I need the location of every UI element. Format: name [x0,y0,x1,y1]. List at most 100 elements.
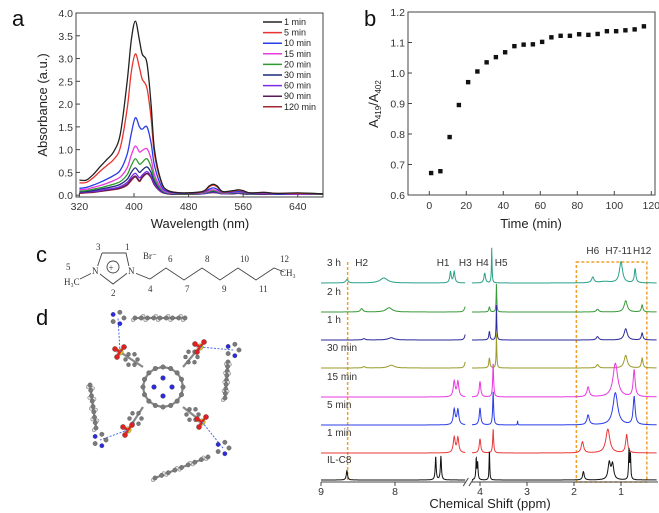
il-c8-structure: + N N Br⁻ H₃C CH₃ 1 2 3 4 5 6 7 8 9 10 1… [64,242,296,298]
atom [198,457,204,463]
atom [159,472,165,478]
atom [99,431,105,437]
nmr-trace [321,362,657,398]
x-tick-label: 560 [234,201,252,213]
atom [184,412,189,417]
atom [89,398,95,404]
atom [126,362,131,367]
y-title-sub2: 402 [374,80,383,94]
n-bg [127,266,136,276]
trace-label: 15 min [327,372,357,383]
atom [88,387,94,393]
legend-label: 90 min [284,91,311,101]
atom [187,417,192,422]
bromide-label: Br⁻ [143,251,157,261]
atom [226,445,232,451]
x-tick-label: 400 [125,201,143,213]
atom [132,362,137,367]
atom [192,359,197,365]
atom [142,376,148,382]
octyl-chain [129,267,285,281]
atom [194,349,200,355]
x-tick-label: 40 [497,200,509,212]
atom-number: 9 [222,284,227,294]
atom [194,416,200,422]
nmr-trace [321,332,657,369]
charge-sign: + [108,263,113,273]
atom-number: 2 [111,288,116,298]
highlight-box [575,261,648,483]
x-tick-label: 9 [318,486,324,498]
axis-break-icon [462,477,475,487]
atom [146,398,152,404]
x-tick-label: 0 [426,200,432,212]
legend-label: 5 min [284,28,306,38]
peak-label: H3 [459,258,472,269]
nmr-trace [321,428,657,454]
atom [138,315,144,321]
atom [201,339,207,345]
nmr-chart: 3 h 2 h 1 h 30 min 15 min 5 min 1 min IL-C8 9 8 4… [318,246,658,511]
x-tick-label: 2 [571,486,577,498]
panel-label-c: c [36,242,47,267]
atom [120,424,126,430]
y-tick-label: 2.5 [58,76,73,88]
legend-label: 60 min [284,81,311,91]
nmr-trace [321,247,657,284]
atom-number: 8 [205,254,210,264]
atom [92,414,97,420]
series-line-1-min [79,20,324,195]
atom [160,375,166,381]
atom [182,315,188,321]
peak-label: H1 [437,258,450,269]
y-tick-label: 1.0 [58,145,73,157]
data-point [530,42,536,47]
y-tick-label: 0.9 [390,99,405,111]
peak-label: H6 [586,246,599,257]
y-tick-label: 0.0 [58,190,73,202]
atom [215,449,221,454]
atom [136,411,141,416]
x-tick-label: 8 [392,486,398,498]
data-point [493,54,499,60]
trace-label: IL-C8 [327,455,352,466]
series-line-10-min [79,117,324,195]
x-axis-title: Chemical Shift (ppm) [429,496,550,511]
atom [232,353,238,359]
x-tick-label: 20 [460,200,472,212]
atom [172,467,178,473]
y-tick-label: 3.0 [58,54,73,66]
atom-number: 10 [240,254,250,264]
atom [174,398,180,404]
x-axis-title: Wavelength (nm) [151,216,250,231]
legend-label: 120 min [284,102,316,112]
y-title-base: A [366,119,381,128]
atom [225,364,231,369]
atom [205,454,211,460]
atom [129,422,135,428]
y-tick-label: 2.0 [58,99,73,111]
atom-number: 4 [148,284,153,294]
nmr-trace [321,304,657,341]
x-tick-label: 100 [606,200,624,212]
peak-label: H2 [355,258,368,269]
atom [132,315,138,321]
data-point [428,170,434,176]
atom-number: 1 [125,242,130,252]
panel-label-b: b [364,6,376,31]
atom [232,341,238,347]
atom [186,359,191,365]
molecular-model [85,309,242,483]
atom [142,392,148,398]
atom [163,315,169,321]
y-tick-label: 4.0 [58,8,73,20]
data-point [586,32,591,38]
peak-labels: H2 H1 H3 H4 H5 H6 H7-11 H12 [355,246,651,269]
y-tick-label: 0.8 [390,129,405,141]
series-line-30-min [79,166,324,195]
atom [146,370,152,376]
x-tick-label: 640 [289,201,307,213]
data-point [558,33,563,38]
atom [196,412,201,417]
plot-frame [407,11,656,196]
